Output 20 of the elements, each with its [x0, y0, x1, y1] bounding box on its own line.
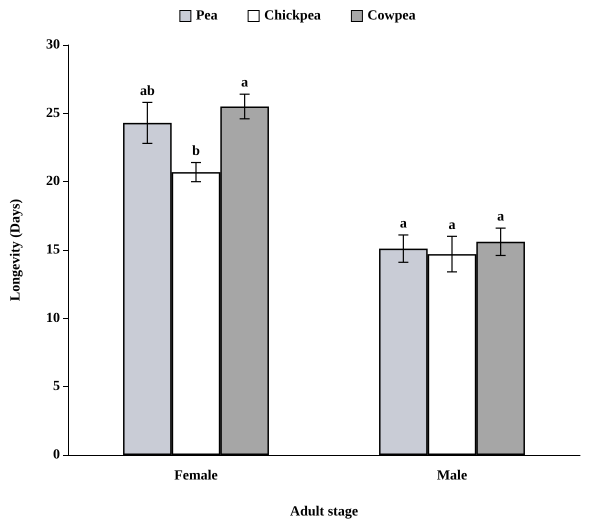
legend-label: Chickpea: [264, 8, 321, 24]
annotation: a: [497, 210, 504, 225]
y-tick-label: 5: [53, 379, 60, 394]
x-tick-label: Female: [174, 468, 218, 484]
y-tick-label: 20: [46, 174, 60, 190]
legend-label: Cowpea: [367, 8, 416, 24]
annotation: a: [448, 218, 456, 233]
x-tick-label: Male: [436, 468, 468, 484]
y-tick-label: 25: [46, 106, 60, 121]
x-axis-title: Adult stage: [290, 504, 358, 520]
annotation: a: [241, 76, 248, 91]
y-tick-label: 15: [46, 242, 60, 258]
annotation: b: [192, 144, 200, 160]
legend-label: Pea: [196, 8, 218, 24]
annotation: a: [400, 216, 407, 232]
annotation: ab: [140, 84, 155, 99]
y-tick-label: 0: [53, 448, 60, 462]
y-tick-label: 30: [46, 38, 60, 52]
y-axis-title: Longevity (Days): [8, 198, 24, 302]
y-tick-label: 10: [46, 310, 60, 326]
